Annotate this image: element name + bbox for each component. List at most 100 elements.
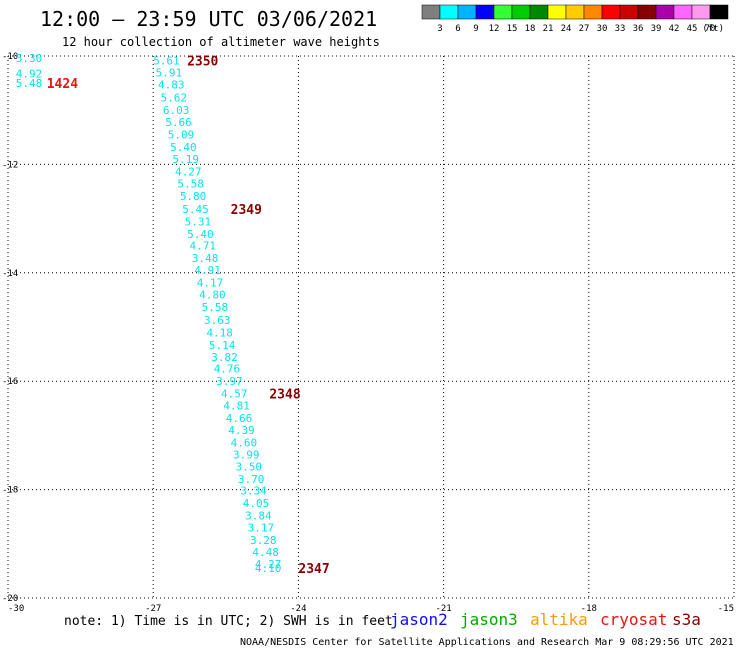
swh-point-label: 5.66 <box>165 116 192 129</box>
legend-bin-label: 18 <box>525 24 536 34</box>
pass-time-label: 2348 <box>269 388 300 403</box>
legend-swatch <box>457 4 477 20</box>
legend-bin-label: 3 <box>437 24 442 34</box>
swh-point-label: 5.58 <box>202 301 229 314</box>
legend-unit: (ft) <box>702 24 724 34</box>
legend-swatch <box>637 4 657 20</box>
swh-point-label: 3.82 <box>211 351 238 364</box>
legend-bin-label: 42 <box>669 24 680 34</box>
legend-swatch <box>673 4 693 20</box>
legend-bin-label: 39 <box>651 24 662 34</box>
grid-lines <box>7 55 735 599</box>
pass-time-label: 2349 <box>231 203 262 218</box>
swh-point-label: 3.97 <box>216 375 243 388</box>
swh-point-label: 3.34 <box>240 485 267 498</box>
satellite-label-cryosat: cryosat <box>600 610 667 629</box>
legend-swatch <box>709 4 729 20</box>
satellite-label-jason3: jason3 <box>460 610 518 629</box>
legend-swatch <box>529 4 549 20</box>
swh-point-label: 5.61 <box>153 54 180 67</box>
swh-point-label: 5.48 <box>16 77 43 90</box>
swh-point-label: 5.40 <box>170 141 197 154</box>
swh-point-label: 5.45 <box>182 203 209 216</box>
color-scale-legend: 3 6 9 12 15 18 21 24 27 30 33 36 39 42 45 70(ft) <box>421 4 729 34</box>
legend-swatch <box>583 4 603 20</box>
swh-point-label: 4.92 <box>16 67 43 80</box>
swh-point-label: 3.84 <box>245 510 272 523</box>
x-tick-label: -18 <box>581 604 597 614</box>
swh-point-label: 3.48 <box>192 252 219 265</box>
x-tick-label: -24 <box>290 604 306 614</box>
pass-time-label: 1424 <box>47 77 78 92</box>
legend-bin-label: 9 <box>473 24 478 34</box>
swh-point-label: 4.27 <box>255 558 282 571</box>
swh-point-label: 4.39 <box>228 424 255 437</box>
swh-point-label: 4.57 <box>221 388 248 401</box>
plot-area: -30 -27 -24 -21 -18 -15 -10 -12 -14 -16 -18 -20 5.… <box>2 52 735 614</box>
legend-bin-label: 45 <box>687 24 698 34</box>
legend-swatch <box>421 4 441 20</box>
legend-bin-label: 6 <box>455 24 460 34</box>
swh-point-label: 5.19 <box>173 153 200 166</box>
legend-bin-label: 24 <box>561 24 572 34</box>
legend-bin-label: 21 <box>543 24 554 34</box>
legend-swatch <box>439 4 459 20</box>
swh-point-label: 5.40 <box>187 228 214 241</box>
y-tick-label: -16 <box>2 377 18 387</box>
satellite-label-jason2: jason2 <box>390 610 448 629</box>
swh-point-label: 3.28 <box>250 534 277 547</box>
swh-point-label: 4.81 <box>223 400 250 413</box>
legend-bin-label: 33 <box>615 24 626 34</box>
swh-point-label: 4.80 <box>199 288 226 301</box>
swh-point-label: 4.66 <box>226 412 253 425</box>
swh-data-points: 5.30 4.925.48 5.615.914.835.626.035.665.09… <box>16 52 282 575</box>
legend-bin-label: 15 <box>507 24 518 34</box>
swh-point-label: 5.30 <box>16 52 43 65</box>
y-tick-label: -18 <box>2 486 18 496</box>
footer-credit: NOAA/NESDIS Center for Satellite Applica… <box>240 637 734 648</box>
x-axis-tick-labels: -30 -27 -24 -21 -18 -15 <box>8 604 734 614</box>
x-tick-label: -15 <box>718 604 734 614</box>
swh-point-label: 6.03 <box>163 104 190 117</box>
swh-point-label: 4.71 <box>190 240 217 253</box>
swh-point-label: 4.91 <box>194 264 221 277</box>
legend-swatch <box>655 4 675 20</box>
pass-time-labels: 1424 2350 2349 2348 2347 <box>47 54 330 577</box>
legend-bin-label: 36 <box>633 24 644 34</box>
x-tick-label: -30 <box>8 604 24 614</box>
swh-point-label: 4.17 <box>197 277 224 290</box>
legend-bin-label: 70 <box>705 24 716 34</box>
swh-point-label: 3.50 <box>235 460 261 473</box>
swh-point-label: 4.83 <box>158 79 185 92</box>
swh-point-label: 4.60 <box>231 436 258 449</box>
pass-time-label: 2347 <box>298 562 329 577</box>
swh-point-label: 4.05 <box>243 497 269 510</box>
swh-point-label: 4.76 <box>214 363 241 376</box>
swh-point-label: 3.63 <box>204 314 231 327</box>
chart-title: 12:00 – 23:59 UTC 03/06/2021 <box>40 7 377 31</box>
swh-point-label: 5.62 <box>160 92 187 105</box>
legend-swatch <box>565 4 585 20</box>
legend-bin-label: 12 <box>489 24 500 34</box>
legend-swatch <box>475 4 495 20</box>
x-tick-label: -21 <box>435 604 451 614</box>
legend-swatch <box>547 4 567 20</box>
swh-point-label: 5.31 <box>185 215 212 228</box>
legend-swatch <box>619 4 639 20</box>
swh-point-label: 5.80 <box>180 190 207 203</box>
swh-point-label: 3.99 <box>233 448 260 461</box>
swh-point-label: 4.48 <box>252 546 278 559</box>
swh-point-label: 5.58 <box>177 177 204 190</box>
y-tick-label: -10 <box>2 52 18 62</box>
legend-swatch <box>601 4 621 20</box>
swh-point-label: 4.27 <box>175 165 202 178</box>
swh-point-label: 5.09 <box>168 129 195 142</box>
y-tick-label: -14 <box>2 269 18 279</box>
swh-point-label: 5.91 <box>156 66 183 79</box>
legend-bin-label: 30 <box>597 24 608 34</box>
swh-point-label: 5.14 <box>209 339 236 352</box>
footer-note: note: 1) Time is in UTC; 2) SWH is in fe… <box>64 614 393 629</box>
legend-bin-label: 27 <box>579 24 590 34</box>
